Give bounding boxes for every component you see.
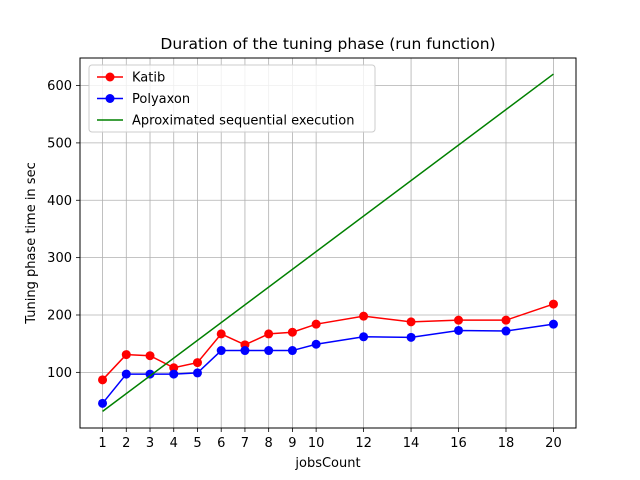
data-point-polyaxon: [169, 369, 179, 379]
x-tick-label: 1: [98, 436, 106, 451]
x-tick-label: 5: [193, 436, 201, 451]
series-line-aproximated-sequential-execution: [102, 73, 554, 412]
x-tick-label: 8: [265, 436, 273, 451]
data-point-polyaxon: [216, 346, 226, 356]
legend-label-katib: Katib: [132, 71, 165, 86]
data-point-polyaxon: [264, 346, 274, 356]
data-point-katib: [98, 375, 108, 385]
y-tick-label: 500: [47, 136, 72, 151]
legend-label-aproximated-sequential-execution: Aproximated sequential execution: [132, 114, 354, 129]
y-tick-label: 600: [47, 79, 72, 94]
data-point-katib: [192, 358, 202, 368]
y-tick-label: 300: [47, 251, 72, 266]
x-tick-label: 3: [146, 436, 154, 451]
chart-title: Duration of the tuning phase (run functi…: [160, 35, 495, 53]
data-point-polyaxon: [98, 398, 108, 408]
data-point-polyaxon: [454, 325, 464, 335]
y-tick-label: 100: [47, 366, 72, 381]
data-point-polyaxon: [121, 369, 131, 379]
data-point-katib: [454, 315, 464, 325]
data-point-katib: [359, 311, 369, 321]
data-point-polyaxon: [359, 332, 369, 342]
y-ticks: 100 200 300 400 500 600: [47, 79, 80, 381]
x-ticks: 1 2 3 4 5 6 7 8 9 10 12 14 16 18 20: [98, 428, 562, 451]
data-point-katib: [311, 319, 321, 329]
data-point-polyaxon: [240, 346, 250, 356]
x-tick-label: 14: [403, 436, 420, 451]
legend-label-polyaxon: Polyaxon: [132, 92, 190, 107]
y-tick-label: 200: [47, 308, 72, 323]
data-point-katib: [216, 329, 226, 339]
x-axis-label: jobsCount: [294, 456, 360, 471]
legend-box: [88, 64, 376, 133]
data-point-katib: [121, 350, 131, 360]
x-tick-label: 2: [122, 436, 130, 451]
data-point-polyaxon: [287, 346, 297, 356]
data-point-polyaxon: [145, 369, 155, 379]
x-tick-label: 6: [217, 436, 225, 451]
data-point-polyaxon: [192, 368, 202, 378]
x-tick-label: 4: [170, 436, 178, 451]
y-axis-label: Tuning phase time in sec: [24, 162, 39, 324]
x-tick-label: 7: [241, 436, 249, 451]
data-point-polyaxon: [311, 339, 321, 349]
data-point-katib: [501, 315, 511, 325]
data-point-katib: [406, 317, 416, 327]
data-point-polyaxon: [548, 319, 558, 329]
data-point-polyaxon: [406, 332, 416, 342]
x-tick-label: 16: [450, 436, 467, 451]
data-point-katib: [548, 299, 558, 309]
data-point-katib: [145, 351, 155, 361]
x-tick-label: 12: [355, 436, 372, 451]
x-tick-label: 9: [288, 436, 296, 451]
legend: Katib Polyaxon Aproximated sequential exec…: [88, 64, 376, 133]
data-point-katib: [287, 327, 297, 337]
data-point-katib: [169, 363, 179, 373]
legend-marker-polyaxon: [105, 94, 115, 103]
legend-marker-katib: [105, 72, 115, 82]
x-tick-label: 20: [545, 436, 562, 451]
y-tick-label: 400: [47, 194, 72, 209]
data-point-polyaxon: [501, 326, 511, 336]
plot-frame: [79, 57, 577, 429]
data-point-katib: [264, 329, 274, 339]
x-tick-label: 18: [498, 436, 515, 451]
series-layer: [98, 73, 558, 412]
x-tick-label: 10: [308, 436, 325, 451]
